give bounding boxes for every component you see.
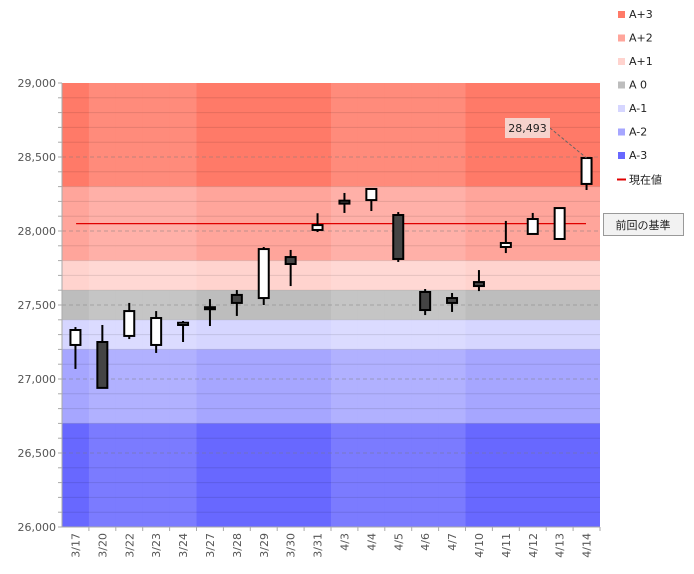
x-tick-label: 4/11 bbox=[500, 533, 513, 558]
legend-label: A-1 bbox=[629, 102, 647, 115]
x-tick-label: 3/22 bbox=[123, 533, 136, 558]
candle-body bbox=[69, 329, 82, 346]
legend-label: A+1 bbox=[629, 55, 653, 68]
candle-body bbox=[499, 241, 512, 248]
legend-swatch bbox=[618, 81, 625, 89]
candle-body bbox=[446, 297, 459, 304]
candle-body bbox=[203, 306, 216, 311]
x-tick-label: 4/4 bbox=[365, 533, 378, 551]
candle-body bbox=[311, 224, 324, 231]
y-tick-label: 28,000 bbox=[18, 225, 57, 238]
week-shade bbox=[169, 83, 197, 527]
legend-swatch bbox=[618, 34, 625, 42]
legend-swatch bbox=[618, 11, 625, 18]
legend-label: A 0 bbox=[629, 79, 647, 92]
callout-box bbox=[505, 118, 550, 138]
candle-body bbox=[472, 281, 485, 288]
candle-body bbox=[338, 199, 351, 205]
legend-label: A+3 bbox=[629, 8, 653, 21]
legend-label: A-2 bbox=[629, 126, 647, 139]
y-tick-label: 27,000 bbox=[18, 373, 57, 386]
last-price-label: 28,493 bbox=[508, 122, 547, 135]
band-A-2 bbox=[62, 349, 600, 424]
week-shade bbox=[357, 83, 385, 527]
legend-label: A+2 bbox=[629, 32, 653, 45]
band-A-3 bbox=[62, 423, 600, 527]
previous-reference-box bbox=[603, 213, 684, 236]
candle-body bbox=[177, 321, 190, 326]
y-tick-label: 28,500 bbox=[18, 151, 57, 164]
candle-body bbox=[123, 310, 136, 337]
legend-label: A-3 bbox=[629, 149, 647, 162]
x-tick-label: 4/10 bbox=[473, 533, 486, 558]
week-shade bbox=[384, 83, 412, 527]
week-shade bbox=[88, 83, 116, 527]
candle-body bbox=[96, 341, 109, 389]
y-tick-label: 26,500 bbox=[18, 447, 57, 460]
x-tick-label: 3/29 bbox=[258, 533, 271, 558]
candle-body bbox=[553, 207, 566, 240]
x-tick-label: 4/13 bbox=[554, 533, 567, 558]
x-tick-label: 3/27 bbox=[204, 533, 217, 558]
legend-swatch bbox=[618, 58, 625, 65]
legend-swatch bbox=[618, 128, 625, 136]
y-tick-label: 29,000 bbox=[18, 77, 57, 90]
candle-body bbox=[284, 256, 297, 266]
x-tick-label: 3/23 bbox=[150, 533, 163, 558]
candle-body bbox=[365, 187, 378, 202]
candle-body bbox=[419, 290, 432, 312]
legend-swatch bbox=[618, 105, 625, 112]
callout-leader bbox=[549, 127, 587, 159]
y-tick-label: 26,000 bbox=[18, 521, 57, 534]
x-tick-label: 3/30 bbox=[285, 533, 298, 558]
y-tick-label: 27,500 bbox=[18, 299, 57, 312]
x-tick-label: 4/7 bbox=[446, 533, 459, 551]
x-tick-label: 4/6 bbox=[419, 533, 432, 551]
x-tick-label: 4/12 bbox=[527, 533, 540, 558]
x-tick-label: 4/14 bbox=[581, 533, 594, 558]
x-tick-label: 3/17 bbox=[69, 533, 82, 558]
band-A0 bbox=[62, 290, 600, 320]
candle-body bbox=[257, 248, 270, 300]
legend-label: 現在値 bbox=[629, 174, 662, 187]
candle-body bbox=[392, 214, 405, 260]
candle-body bbox=[580, 157, 593, 185]
week-shade bbox=[331, 83, 358, 527]
legend-swatch bbox=[618, 152, 625, 159]
x-tick-label: 4/5 bbox=[392, 533, 405, 551]
candle-body bbox=[230, 293, 243, 304]
x-tick-label: 3/31 bbox=[312, 533, 325, 558]
x-tick-label: 4/3 bbox=[338, 533, 351, 551]
previous-reference-label: 前回の基準 bbox=[616, 218, 671, 232]
candle-body bbox=[150, 317, 163, 346]
x-tick-label: 3/28 bbox=[231, 533, 244, 558]
week-shade bbox=[142, 83, 170, 527]
band-A+1 bbox=[62, 260, 600, 291]
x-tick-label: 3/24 bbox=[177, 533, 190, 558]
candle-body bbox=[526, 218, 539, 235]
x-tick-label: 3/20 bbox=[96, 533, 109, 558]
